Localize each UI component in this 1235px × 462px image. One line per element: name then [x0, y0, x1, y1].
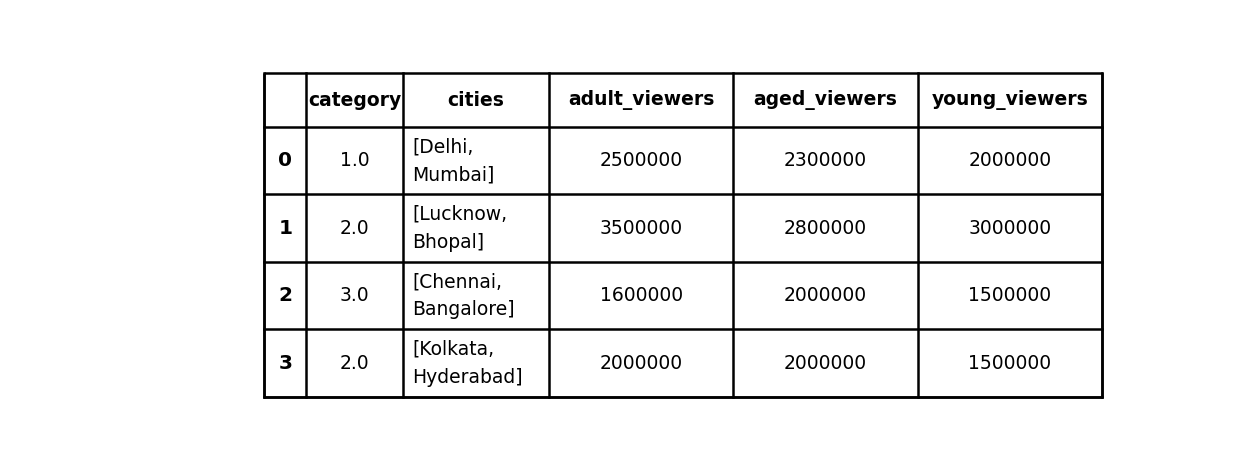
Text: 3000000: 3000000	[968, 219, 1051, 237]
Text: 1500000: 1500000	[968, 286, 1051, 305]
Text: 2000000: 2000000	[968, 151, 1051, 170]
Text: 3500000: 3500000	[600, 219, 683, 237]
Text: [Lucknow,
Bhopal]: [Lucknow, Bhopal]	[412, 205, 508, 252]
Text: 1.0: 1.0	[340, 151, 369, 170]
Text: adult_viewers: adult_viewers	[568, 90, 715, 110]
Text: 0: 0	[278, 151, 293, 170]
Text: 1600000: 1600000	[600, 286, 683, 305]
Text: 2300000: 2300000	[784, 151, 867, 170]
Text: cities: cities	[447, 91, 504, 109]
Text: 1: 1	[278, 219, 293, 237]
Text: category: category	[308, 91, 401, 109]
Text: 3.0: 3.0	[340, 286, 369, 305]
Text: young_viewers: young_viewers	[931, 90, 1088, 110]
Text: 2.0: 2.0	[340, 354, 369, 373]
Text: aged_viewers: aged_viewers	[753, 90, 898, 110]
Text: 2000000: 2000000	[600, 354, 683, 373]
Text: 1500000: 1500000	[968, 354, 1051, 373]
Text: [Delhi,
Mumbai]: [Delhi, Mumbai]	[412, 137, 494, 184]
Text: 2: 2	[278, 286, 293, 305]
Text: [Chennai,
Bangalore]: [Chennai, Bangalore]	[412, 272, 515, 319]
Text: 2500000: 2500000	[600, 151, 683, 170]
Text: 2800000: 2800000	[784, 219, 867, 237]
Text: [Kolkata,
Hyderabad]: [Kolkata, Hyderabad]	[412, 340, 522, 387]
Text: 2000000: 2000000	[784, 354, 867, 373]
Text: 2000000: 2000000	[784, 286, 867, 305]
Text: 3: 3	[278, 354, 293, 373]
Text: 2.0: 2.0	[340, 219, 369, 237]
